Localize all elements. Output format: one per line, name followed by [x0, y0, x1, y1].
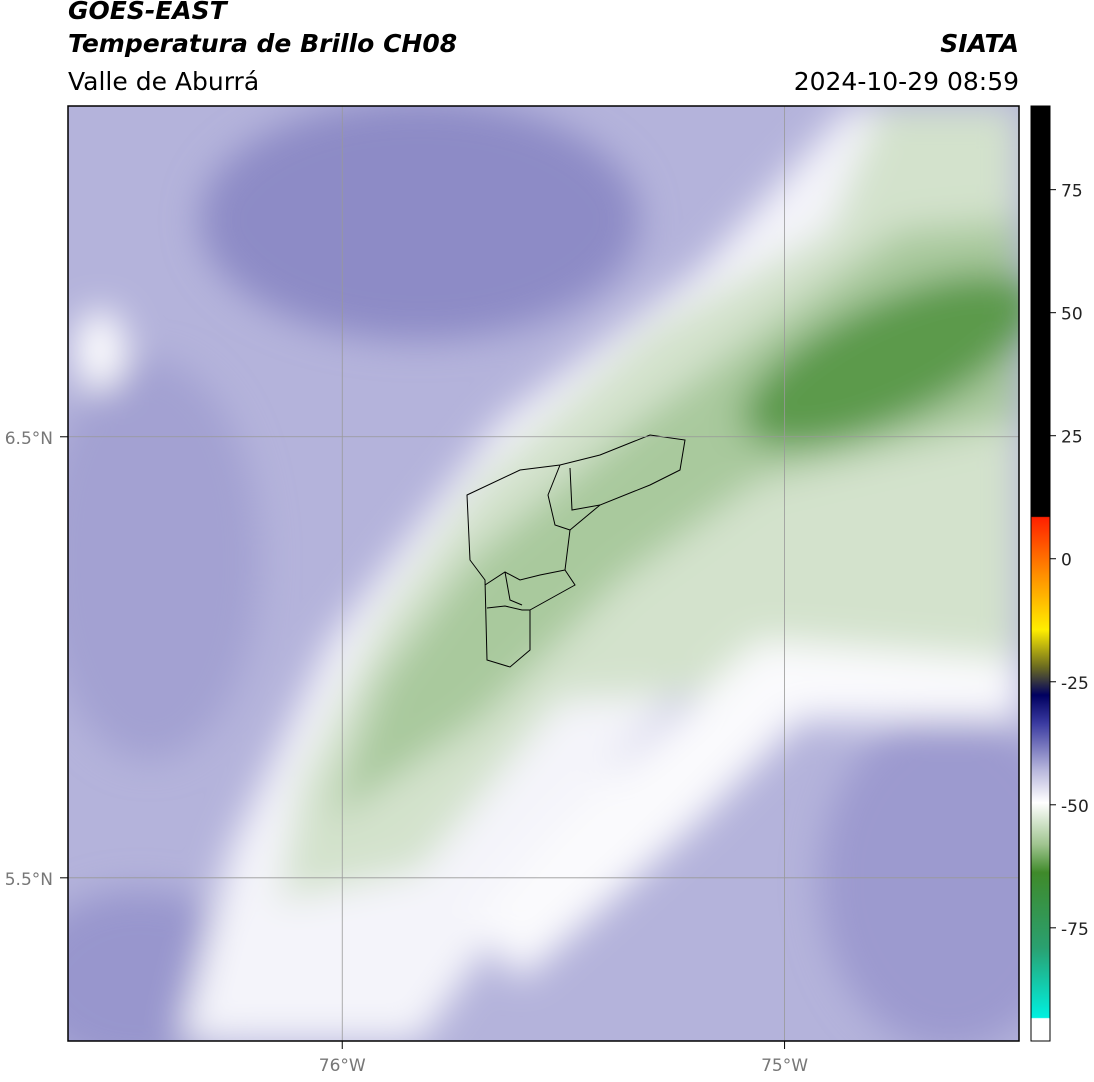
- municipal-boundaries: [466, 434, 686, 668]
- colorbar-tick-label: 0: [1061, 551, 1072, 571]
- title: GOES-EAST: [68, 0, 229, 25]
- brightness-field: [68, 106, 1019, 1041]
- colorbar-tick-label: 50: [1061, 305, 1083, 325]
- colorbar-tick-label: -75: [1061, 920, 1089, 940]
- colorbar-tick-label: -50: [1061, 797, 1089, 817]
- agency: SIATA: [940, 29, 1019, 58]
- colorbar-tick-label: 25: [1061, 428, 1083, 448]
- lat-tick-label: 5.5°N: [5, 870, 53, 890]
- grid: [68, 106, 1019, 1041]
- region: Valle de Aburrá: [68, 67, 259, 96]
- lon-tick-label: 76°W: [319, 1056, 366, 1076]
- subtitle: Temperatura de Brillo CH08: [68, 29, 457, 58]
- colorbar-tick-label: -25: [1061, 674, 1089, 694]
- lat-tick-label: 6.5°N: [5, 429, 53, 449]
- colorbar: [1030, 105, 1051, 1042]
- colorbar-tick-label: 75: [1061, 182, 1083, 202]
- datetime: 2024-10-29 08:59: [794, 67, 1019, 96]
- lon-tick-label: 75°W: [761, 1056, 808, 1076]
- map-frame: [67, 105, 1020, 1042]
